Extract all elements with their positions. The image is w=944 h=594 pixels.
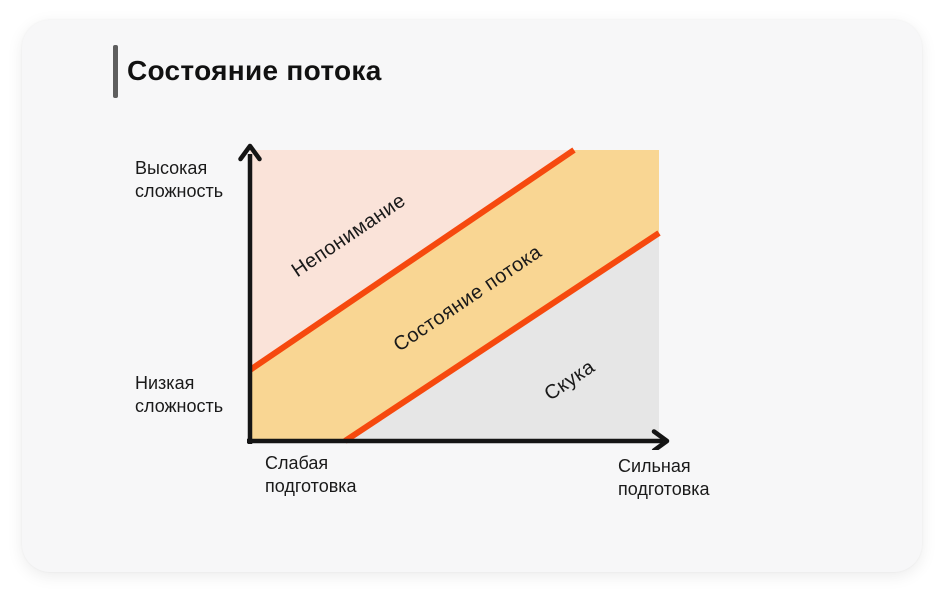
y-axis-high-label: Высокая сложность [135, 158, 224, 201]
lower-divider-line [343, 230, 661, 444]
y-axis-low-label: Низкая сложность [135, 373, 224, 416]
x-axis-arrow-icon [651, 429, 670, 450]
title-accent-bar [113, 45, 118, 98]
upper-divider-line [248, 147, 576, 373]
flow-state-plot [238, 143, 670, 450]
x-axis-high-label: Сильная подготовка [618, 456, 710, 499]
x-axis-low-label: Слабая подготовка [265, 453, 357, 496]
y-axis-arrow-icon [238, 143, 262, 162]
page-title: Состояние потока [127, 55, 382, 86]
region-flow-band-area [250, 150, 659, 441]
